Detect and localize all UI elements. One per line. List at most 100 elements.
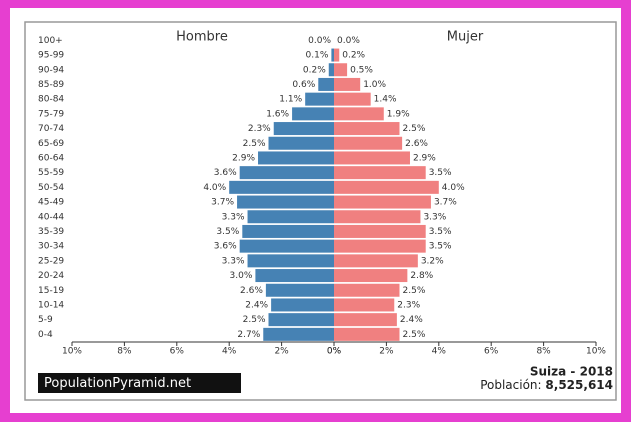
age-label: 85-89 bbox=[38, 80, 64, 90]
age-label: 0-4 bbox=[38, 330, 53, 340]
age-label: 50-54 bbox=[38, 183, 64, 193]
value-label: 2.4% bbox=[245, 300, 268, 310]
value-label: 0.2% bbox=[303, 65, 326, 75]
bar bbox=[239, 166, 334, 180]
value-label: 2.3% bbox=[248, 124, 271, 134]
value-label: 0.2% bbox=[342, 51, 365, 61]
x-tick-label: 6% bbox=[484, 347, 499, 357]
bar bbox=[271, 298, 334, 312]
bar bbox=[334, 210, 421, 224]
bar bbox=[237, 195, 334, 209]
bar bbox=[334, 327, 400, 341]
x-tick-label: 6% bbox=[170, 347, 185, 357]
value-label: 1.0% bbox=[363, 80, 386, 90]
bar bbox=[318, 77, 334, 91]
value-label: 4.0% bbox=[442, 183, 465, 193]
value-label: 2.8% bbox=[410, 271, 433, 281]
value-label: 2.5% bbox=[243, 315, 266, 325]
bar bbox=[334, 283, 400, 297]
bar bbox=[334, 239, 426, 253]
brand: PopulationPyramid.net bbox=[44, 376, 191, 391]
age-label: 55-59 bbox=[38, 168, 64, 178]
bar bbox=[334, 136, 403, 150]
value-label: 1.9% bbox=[387, 109, 410, 119]
bar bbox=[229, 180, 334, 194]
age-label: 100+ bbox=[38, 36, 63, 46]
age-label: 20-24 bbox=[38, 271, 64, 281]
value-label: 2.5% bbox=[403, 124, 426, 134]
value-label: 3.3% bbox=[222, 212, 245, 222]
bar bbox=[334, 92, 371, 106]
bar bbox=[334, 180, 439, 194]
value-label: 2.9% bbox=[232, 153, 255, 163]
value-label: 2.6% bbox=[240, 286, 263, 296]
value-label: 0.6% bbox=[292, 80, 315, 90]
age-label: 80-84 bbox=[38, 95, 64, 105]
country: Suiza - 2018 bbox=[530, 365, 613, 379]
value-label: 2.7% bbox=[237, 330, 260, 340]
value-label: 1.4% bbox=[374, 95, 397, 105]
x-tick-label: 0% bbox=[327, 347, 342, 357]
x-tick-label: 10% bbox=[586, 347, 606, 357]
value-label: 3.7% bbox=[211, 198, 234, 208]
age-label: 45-49 bbox=[38, 198, 64, 208]
value-label: 2.4% bbox=[400, 315, 423, 325]
bar bbox=[334, 122, 400, 136]
legend-label: Mujer bbox=[447, 30, 484, 45]
value-label: 0.5% bbox=[350, 65, 373, 75]
value-label: 3.3% bbox=[222, 256, 245, 266]
bar bbox=[242, 224, 334, 238]
bar bbox=[334, 151, 410, 165]
age-label: 90-94 bbox=[38, 65, 64, 75]
value-label: 3.6% bbox=[214, 168, 237, 178]
x-tick-label: 2% bbox=[379, 347, 394, 357]
x-tick-label: 4% bbox=[432, 347, 447, 357]
population: 8,525,614 bbox=[545, 378, 613, 392]
age-label: 5-9 bbox=[38, 315, 53, 325]
age-label: 95-99 bbox=[38, 51, 64, 61]
x-tick-label: 10% bbox=[62, 347, 82, 357]
value-label: 2.5% bbox=[243, 139, 266, 149]
bar bbox=[334, 107, 384, 121]
bar bbox=[247, 254, 334, 268]
bar bbox=[334, 48, 340, 62]
bar bbox=[263, 327, 334, 341]
bar bbox=[239, 239, 334, 253]
value-label: 1.6% bbox=[266, 109, 289, 119]
value-label: 3.2% bbox=[421, 256, 444, 266]
age-label: 60-64 bbox=[38, 153, 64, 163]
bar bbox=[268, 313, 334, 327]
bar bbox=[273, 122, 334, 136]
brand-box bbox=[38, 373, 241, 393]
x-tick-label: 4% bbox=[222, 347, 237, 357]
bar bbox=[334, 63, 348, 77]
bar bbox=[255, 269, 334, 283]
inner-border bbox=[24, 21, 617, 401]
value-label: 2.5% bbox=[403, 330, 426, 340]
bar bbox=[334, 298, 395, 312]
bar bbox=[334, 195, 431, 209]
value-label: 3.0% bbox=[230, 271, 253, 281]
bar bbox=[334, 224, 426, 238]
value-label: 2.6% bbox=[405, 139, 428, 149]
population-line: Población: 8,525,614 bbox=[480, 378, 613, 392]
value-label: 3.5% bbox=[429, 242, 452, 252]
bar bbox=[334, 254, 418, 268]
age-label: 30-34 bbox=[38, 242, 64, 252]
value-label: 3.3% bbox=[423, 212, 446, 222]
value-label: 2.3% bbox=[397, 300, 420, 310]
bar bbox=[305, 92, 334, 106]
value-label: 3.5% bbox=[429, 227, 452, 237]
x-tick-label: 0% bbox=[327, 347, 342, 357]
bar bbox=[331, 48, 334, 62]
bar bbox=[265, 283, 334, 297]
x-tick-label: 8% bbox=[536, 347, 551, 357]
bar bbox=[328, 63, 334, 77]
bar bbox=[258, 151, 334, 165]
value-label: 3.5% bbox=[429, 168, 452, 178]
value-label: 0.0% bbox=[308, 36, 331, 46]
age-label: 15-19 bbox=[38, 286, 64, 296]
value-label: 0.0% bbox=[337, 36, 360, 46]
bar bbox=[292, 107, 334, 121]
